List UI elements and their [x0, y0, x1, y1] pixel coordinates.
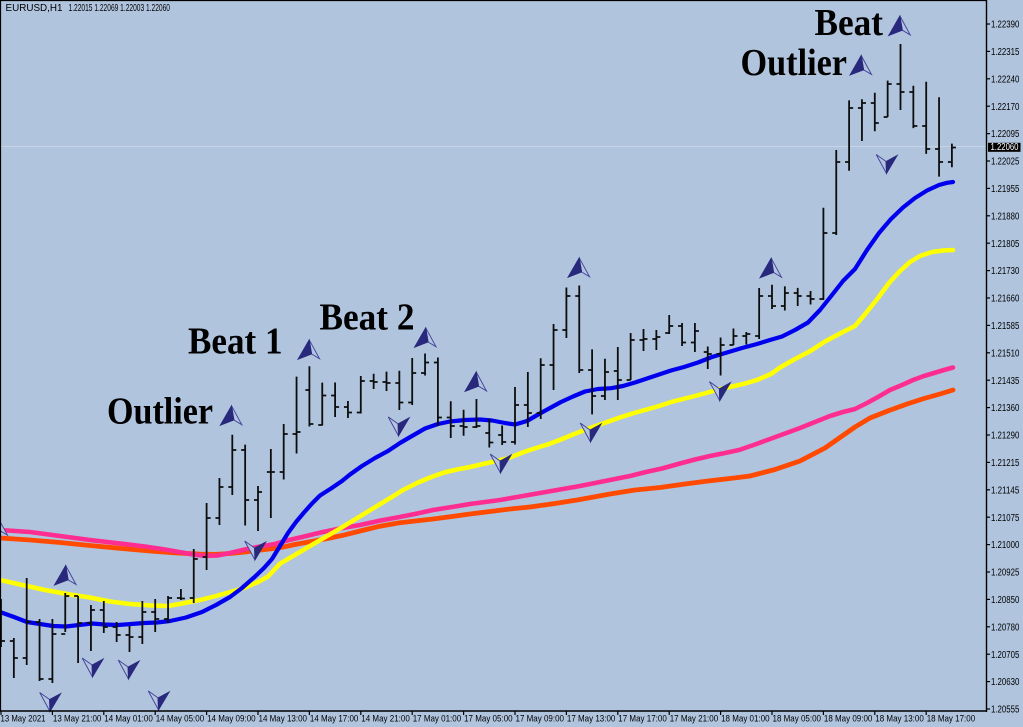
svg-text:1.20555: 1.20555	[991, 705, 1020, 716]
svg-text:1.20850: 1.20850	[991, 595, 1020, 606]
svg-text:13 May 21:00: 13 May 21:00	[53, 714, 102, 725]
svg-text:1.21510: 1.21510	[991, 348, 1020, 359]
svg-text:1.21145: 1.21145	[991, 485, 1020, 496]
svg-text:17 May 09:00: 17 May 09:00	[516, 714, 565, 725]
svg-text:1.22095: 1.22095	[991, 129, 1020, 140]
svg-text:1.21075: 1.21075	[991, 513, 1020, 524]
svg-text:14 May 17:00: 14 May 17:00	[310, 714, 359, 725]
svg-text:13 May 2021: 13 May 2021	[1, 714, 46, 725]
svg-text:1.22060: 1.22060	[991, 142, 1019, 153]
svg-text:1.21000: 1.21000	[991, 540, 1020, 551]
svg-text:18 May 17:00: 18 May 17:00	[927, 714, 976, 725]
svg-text:14 May 21:00: 14 May 21:00	[361, 714, 410, 725]
svg-text:18 May 01:00: 18 May 01:00	[721, 714, 770, 725]
svg-text:1.20705: 1.20705	[991, 650, 1020, 661]
svg-text:1.22025: 1.22025	[991, 157, 1020, 168]
svg-text:Outlier: Outlier	[107, 391, 213, 433]
svg-text:1.22240: 1.22240	[991, 74, 1020, 85]
svg-text:Beat 1: Beat 1	[188, 321, 283, 363]
svg-text:1.20780: 1.20780	[991, 622, 1020, 633]
svg-text:1.21585: 1.21585	[991, 321, 1020, 332]
svg-text:1.21660: 1.21660	[991, 294, 1020, 305]
svg-text:14 May 05:00: 14 May 05:00	[156, 714, 205, 725]
svg-text:1.22170: 1.22170	[991, 102, 1020, 113]
svg-text:17 May 01:00: 17 May 01:00	[413, 714, 462, 725]
svg-text:1.20925: 1.20925	[991, 568, 1020, 579]
svg-text:Outlier: Outlier	[741, 42, 848, 84]
svg-text:1.21435: 1.21435	[991, 376, 1020, 387]
svg-text:1.21360: 1.21360	[991, 403, 1020, 414]
svg-text:18 May 09:00: 18 May 09:00	[824, 714, 873, 725]
svg-text:1.21805: 1.21805	[991, 239, 1020, 250]
svg-text:1.22315: 1.22315	[991, 47, 1020, 58]
svg-text:17 May 05:00: 17 May 05:00	[464, 714, 512, 725]
svg-text:1.21215: 1.21215	[991, 458, 1020, 469]
svg-text:Beat 2: Beat 2	[320, 297, 415, 339]
svg-text:1.21955: 1.21955	[991, 184, 1020, 195]
svg-text:18 May 13:00: 18 May 13:00	[875, 714, 924, 725]
svg-text:17 May 17:00: 17 May 17:00	[618, 714, 667, 725]
svg-text:1.21880: 1.21880	[991, 211, 1020, 222]
svg-text:EURUSD,H1: EURUSD,H1	[6, 2, 63, 14]
svg-text:17 May 13:00: 17 May 13:00	[567, 714, 616, 725]
svg-text:1.22015 1.22069 1.22003 1.2206: 1.22015 1.22069 1.22003 1.22060	[69, 2, 171, 14]
svg-text:14 May 09:00: 14 May 09:00	[207, 714, 256, 725]
svg-text:1.22390: 1.22390	[991, 20, 1020, 31]
svg-text:14 May 13:00: 14 May 13:00	[259, 714, 308, 725]
svg-text:Beat: Beat	[815, 2, 884, 44]
svg-text:14 May 01:00: 14 May 01:00	[104, 714, 153, 725]
svg-text:1.21730: 1.21730	[991, 266, 1020, 277]
svg-text:1.21290: 1.21290	[991, 431, 1020, 442]
svg-text:18 May 05:00: 18 May 05:00	[773, 714, 822, 725]
svg-text:1.20630: 1.20630	[991, 677, 1020, 688]
svg-text:17 May 21:00: 17 May 21:00	[670, 714, 719, 725]
